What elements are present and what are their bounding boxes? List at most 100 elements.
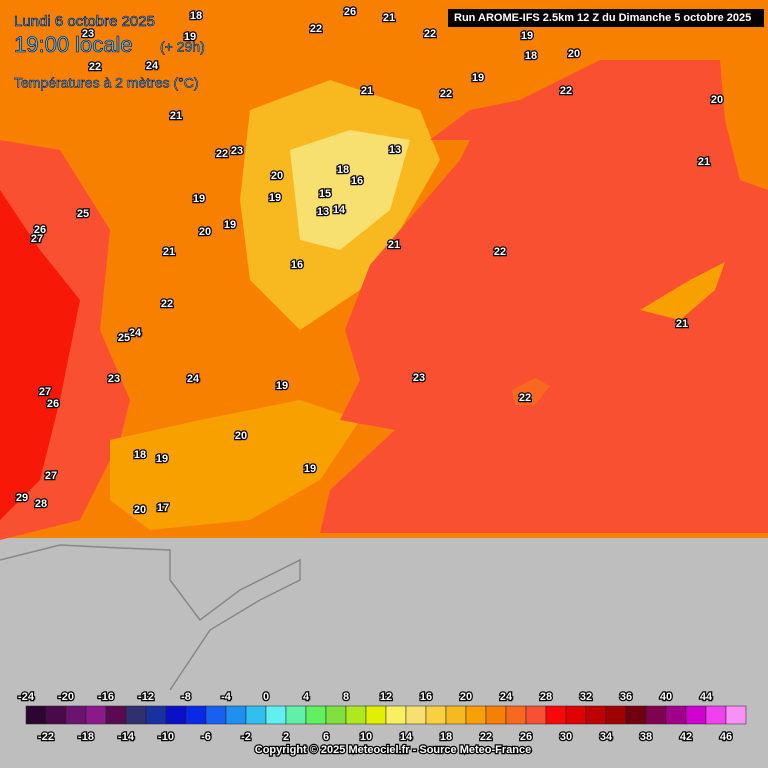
color-swatch: [625, 705, 647, 725]
temperature-label: 26: [34, 224, 46, 236]
legend-top-label: -20: [58, 691, 74, 703]
color-swatch: [245, 705, 267, 725]
color-legend: -24 -20 -16 -12 -8 -4 0 4 8 12 16 20 24 28 32 36 40 44-22…: [17, 690, 747, 744]
temperature-label: 22: [519, 392, 531, 404]
temperature-label: 21: [383, 12, 395, 24]
island-small: [512, 378, 550, 405]
legend-top-label: 40: [660, 691, 672, 703]
temperature-label: 16: [351, 175, 363, 187]
temperature-label: 16: [291, 259, 303, 271]
temperature-label: 27: [31, 233, 43, 245]
island: [640, 262, 725, 320]
color-swatch: [545, 705, 567, 725]
legend-top-label: 16: [420, 691, 432, 703]
temperature-label: 22: [560, 85, 572, 97]
temperature-label: 21: [163, 246, 175, 258]
temperature-label: 22: [494, 246, 506, 258]
temperature-label: 22: [424, 28, 436, 40]
temperature-label: 22: [89, 61, 101, 73]
legend-top-label: -12: [138, 691, 154, 703]
temperature-label: 15: [319, 188, 331, 200]
color-swatch: [705, 705, 727, 725]
legend-top-label: 0: [263, 691, 269, 703]
temperature-label: 25: [118, 332, 130, 344]
temperature-label: 20: [568, 48, 580, 60]
legend-bottom-label: 14: [400, 731, 413, 743]
color-swatch: [65, 705, 87, 725]
temperature-label: 22: [440, 88, 452, 100]
border-line: [0, 544, 301, 691]
legend-bottom-label: -10: [158, 731, 174, 743]
color-swatch: [525, 705, 547, 725]
temperature-label: 19: [156, 453, 168, 465]
temperature-label: 23: [231, 145, 243, 157]
color-swatch: [585, 705, 607, 725]
color-swatch: [205, 705, 227, 725]
temperature-label: 24: [187, 373, 200, 385]
legend-bottom-label: -14: [118, 731, 135, 743]
south-hills: [110, 400, 360, 530]
temperature-label: 26: [344, 6, 356, 18]
color-swatch: [445, 705, 467, 725]
color-swatch: [165, 705, 187, 725]
legend-bottom-label: 18: [440, 731, 452, 743]
temperature-label: 23: [82, 28, 94, 40]
temperature-label: 22: [216, 148, 228, 160]
color-swatch: [465, 705, 487, 725]
legend-top-label: 20: [460, 691, 472, 703]
temperature-label: 24: [129, 327, 142, 339]
color-swatch: [345, 705, 367, 725]
sea: [320, 60, 768, 533]
legend-bottom-label: 6: [323, 731, 329, 743]
color-swatch: [505, 705, 527, 725]
legend-bottom-label: -22: [38, 731, 54, 743]
temperature-label: 18: [337, 164, 349, 176]
legend-top-label: -4: [221, 691, 232, 703]
legend-bottom-label: -2: [241, 731, 251, 743]
legend-top-label: -24: [18, 691, 35, 703]
temperature-label: 19: [224, 219, 236, 231]
legend-top-label: -8: [181, 691, 191, 703]
highland-peak: [290, 130, 410, 250]
color-swatch: [685, 705, 707, 725]
color-swatch: [225, 705, 247, 725]
temperature-label: 27: [39, 386, 51, 398]
color-swatch: [725, 705, 747, 725]
temperature-label: 18: [134, 449, 146, 461]
temperature-label: 21: [388, 239, 400, 251]
temperature-label: 19: [304, 463, 316, 475]
temperature-label: 21: [170, 110, 182, 122]
legend-bottom-label: 42: [680, 731, 692, 743]
color-swatch: [605, 705, 627, 725]
temperature-label: 25: [77, 208, 89, 220]
temperature-label: 21: [676, 318, 688, 330]
temperature-label: 27: [45, 470, 57, 482]
legend-top-label: 12: [380, 691, 392, 703]
color-swatch: [405, 705, 427, 725]
color-swatch: [285, 705, 307, 725]
temperature-label: 24: [146, 60, 159, 72]
legend-top-label: -16: [98, 691, 114, 703]
legend-bottom-label: 38: [640, 731, 652, 743]
temperature-label: 19: [521, 30, 533, 42]
color-swatch: [125, 705, 147, 725]
temperature-label: 19: [276, 380, 288, 392]
color-swatch: [365, 705, 387, 725]
temperature-label: 23: [108, 373, 120, 385]
east-warm-zone: [720, 20, 768, 190]
variable: Températures à 2 mètres (°C): [14, 75, 199, 91]
color-swatch: [645, 705, 667, 725]
color-swatch: [105, 705, 127, 725]
temperature-label: 21: [698, 156, 710, 168]
run-box: [448, 9, 764, 27]
temperature-label: 19: [184, 31, 196, 43]
temperature-label: 23: [413, 372, 425, 384]
temperature-label: 21: [361, 85, 373, 97]
legend-top-label: 32: [580, 691, 592, 703]
legend-bottom-label: -6: [201, 731, 211, 743]
legend-bottom-label: 22: [480, 731, 492, 743]
legend-top-label: 4: [303, 691, 310, 703]
copyright: Copyright © 2025 Meteociel.fr - Source M…: [255, 744, 531, 756]
